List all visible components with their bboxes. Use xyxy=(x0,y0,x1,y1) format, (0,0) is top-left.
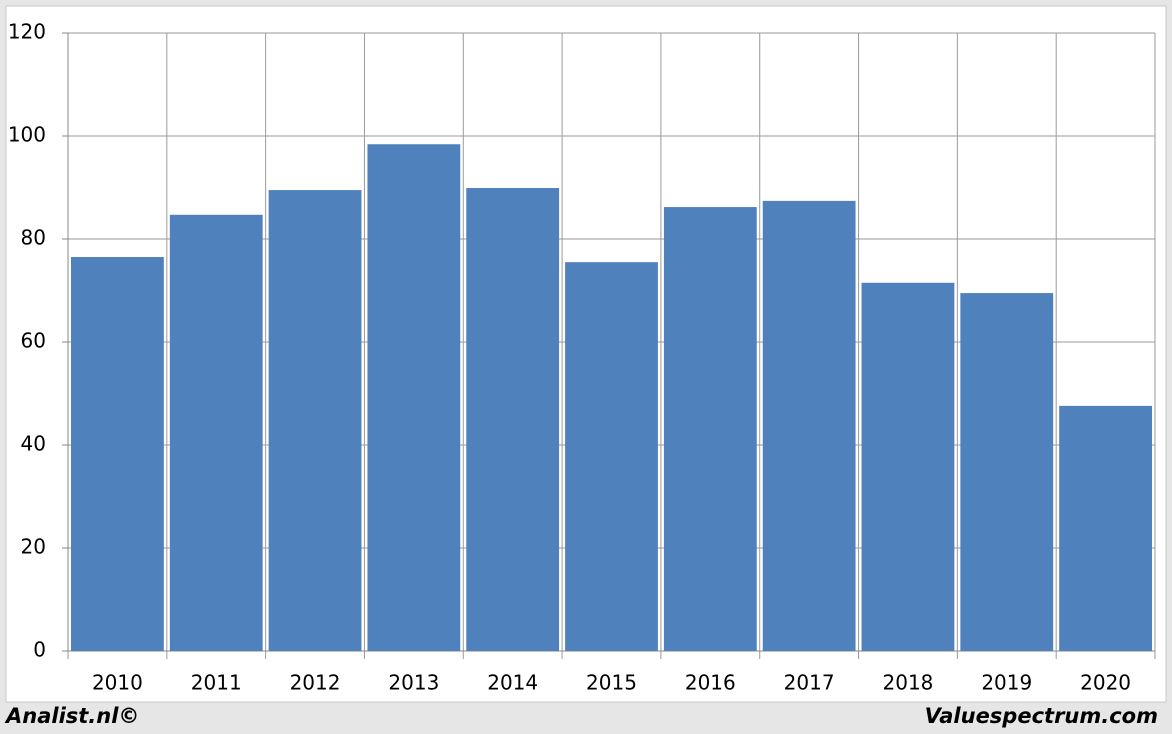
x-tick-label: 2015 xyxy=(586,671,637,695)
x-tick-label: 2017 xyxy=(784,671,835,695)
bar xyxy=(565,262,658,651)
bar xyxy=(762,200,856,651)
bar xyxy=(466,188,560,651)
bar xyxy=(861,282,955,651)
x-tick-label: 2016 xyxy=(685,671,736,695)
x-tick-label: 2020 xyxy=(1080,671,1131,695)
x-tick-label: 2014 xyxy=(487,671,538,695)
bar xyxy=(663,207,757,651)
x-tick-label: 2013 xyxy=(388,671,439,695)
y-tick-label: 0 xyxy=(33,638,46,662)
bar xyxy=(367,144,461,652)
y-tick-label: 60 xyxy=(21,329,46,353)
y-tick-label: 100 xyxy=(8,123,46,147)
y-tick-label: 40 xyxy=(21,432,46,456)
bar xyxy=(1059,405,1152,651)
bar xyxy=(960,293,1054,651)
x-tick-label: 2010 xyxy=(92,671,143,695)
y-tick-label: 80 xyxy=(21,226,46,250)
footer-left: Analist.nl© xyxy=(4,704,139,728)
x-tick-label: 2011 xyxy=(191,671,242,695)
y-tick-label: 20 xyxy=(21,535,46,559)
bar xyxy=(169,214,263,652)
x-tick-label: 2012 xyxy=(290,671,341,695)
y-tick-label: 120 xyxy=(8,20,46,44)
footer-right: Valuespectrum.com xyxy=(925,704,1158,728)
bar xyxy=(268,190,362,651)
bar xyxy=(71,257,164,651)
x-tick-label: 2019 xyxy=(981,671,1032,695)
x-tick-label: 2018 xyxy=(883,671,934,695)
